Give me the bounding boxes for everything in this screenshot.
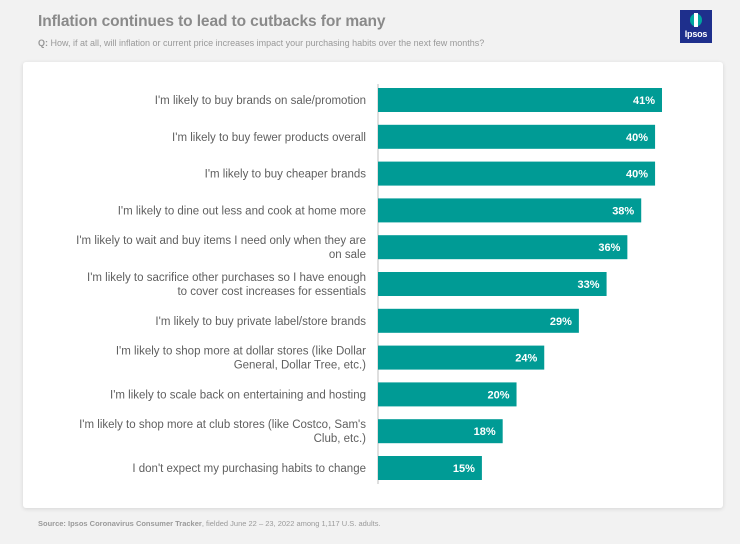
- bar: [378, 272, 607, 296]
- question-text: How, if at all, will inflation or curren…: [50, 38, 485, 48]
- category-label: I'm likely to buy brands on sale/promoti…: [155, 95, 366, 107]
- bar: [378, 198, 642, 223]
- survey-question: Q: How, if at all, will inflation or cur…: [38, 38, 484, 48]
- question-prefix: Q:: [38, 38, 48, 48]
- chart-title: Inflation continues to lead to cutbacks …: [38, 13, 386, 30]
- category-label: I'm likely to dine out less and cook at …: [118, 205, 366, 217]
- source-details: , fielded June 22 – 23, 2022 among 1,117…: [201, 519, 381, 528]
- bar: [378, 456, 482, 480]
- bar-value-label: 24%: [515, 353, 537, 365]
- bar-chart: 41% I'm likely to buy brands on sale/prom…: [76, 84, 662, 484]
- bar-value-label: 41%: [633, 95, 655, 107]
- bar-value-label: 15%: [453, 463, 475, 475]
- bar-value-label: 38%: [612, 205, 634, 217]
- chart-panel: 41% I'm likely to buy brands on sale/prom…: [23, 62, 723, 508]
- category-label: I don't expect my purchasing habits to c…: [132, 463, 366, 475]
- bar: [378, 161, 656, 186]
- category-label: I'm likely to sacrifice other purchases …: [87, 272, 366, 298]
- bar-value-label: 33%: [578, 279, 600, 291]
- category-label: I'm likely to buy cheaper brands: [205, 169, 367, 181]
- bar-value-label: 40%: [626, 132, 648, 144]
- bar: [378, 235, 628, 260]
- category-label: I'm likely to shop more at dollar stores…: [116, 346, 366, 372]
- bar: [378, 88, 662, 112]
- ipsos-logo: Ipsos: [680, 10, 712, 43]
- logo-text: Ipsos: [684, 29, 708, 39]
- source-label: Source: Ipsos Coronavirus Consumer Track…: [38, 519, 202, 528]
- logo-mark-icon: [690, 13, 702, 27]
- bar: [378, 382, 517, 407]
- source-note: Source: Ipsos Coronavirus Consumer Track…: [38, 519, 381, 528]
- bar: [378, 419, 503, 444]
- bar: [378, 308, 579, 333]
- bar-value-label: 40%: [626, 169, 648, 181]
- bar: [378, 124, 656, 149]
- bar-value-label: 20%: [488, 389, 510, 401]
- bar-value-label: 36%: [598, 242, 620, 254]
- category-label: I'm likely to buy fewer products overall: [172, 132, 366, 144]
- bar-value-label: 18%: [474, 426, 496, 438]
- bar-value-label: 29%: [550, 316, 572, 328]
- category-label: I'm likely to shop more at club stores (…: [79, 419, 366, 445]
- category-label: I'm likely to buy private label/store br…: [155, 316, 366, 328]
- category-label: I'm likely to scale back on entertaining…: [110, 389, 366, 401]
- category-label: I'm likely to wait and buy items I need …: [76, 235, 366, 261]
- bar: [378, 345, 545, 370]
